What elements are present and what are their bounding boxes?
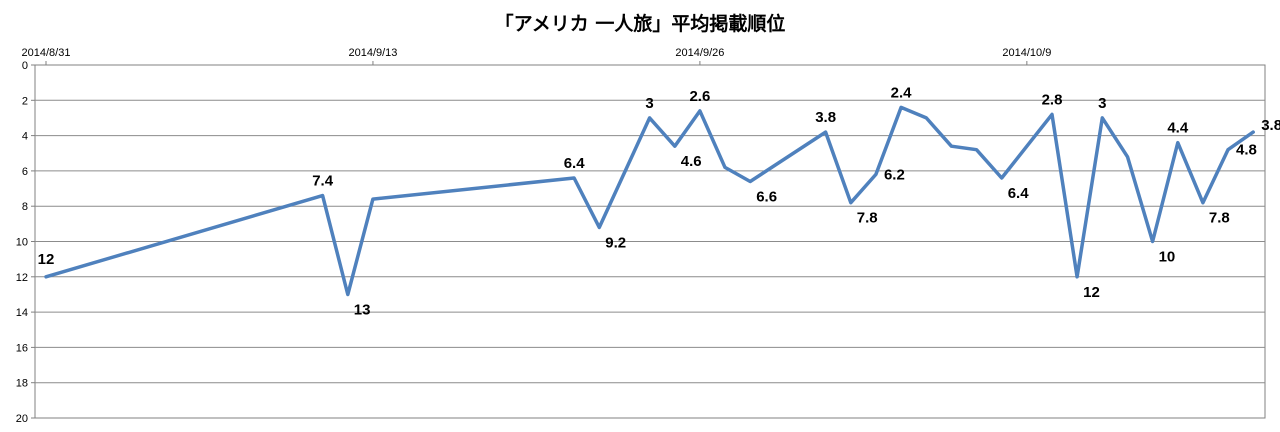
- data-label: 3.8: [815, 109, 836, 126]
- y-tick-label: 0: [22, 60, 28, 72]
- y-tick-label: 8: [22, 201, 28, 213]
- data-point: [371, 197, 375, 201]
- y-tick-label: 6: [22, 166, 28, 178]
- data-label: 7.8: [857, 210, 878, 227]
- data-point: [1125, 155, 1129, 159]
- data-point: [597, 225, 601, 229]
- x-tick-label: 2014/10/9: [1002, 47, 1051, 59]
- chart-title: 「アメリカ 一人旅」平均掲載順位: [494, 13, 786, 35]
- data-label: 2.8: [1042, 91, 1063, 108]
- data-label: 4.8: [1236, 142, 1257, 159]
- data-label: 6.6: [756, 188, 777, 205]
- data-point: [975, 148, 979, 152]
- data-point: [1100, 116, 1104, 120]
- x-tick-label: 2014/8/31: [22, 47, 71, 59]
- data-label: 2.4: [891, 84, 913, 101]
- data-label: 12: [38, 251, 55, 268]
- data-point: [1201, 201, 1205, 205]
- data-point: [1000, 176, 1004, 180]
- data-point: [1151, 240, 1155, 244]
- data-point: [748, 179, 752, 183]
- data-point: [321, 194, 325, 198]
- data-label: 12: [1083, 284, 1100, 301]
- data-point: [673, 144, 677, 148]
- data-label: 3.8: [1261, 117, 1280, 134]
- y-tick-label: 4: [22, 131, 28, 143]
- data-label: 10: [1159, 249, 1176, 266]
- y-tick-label: 2: [22, 95, 28, 107]
- y-tick-label: 10: [16, 237, 28, 249]
- data-point: [824, 130, 828, 134]
- data-label: 6.4: [1008, 185, 1030, 202]
- data-label: 7.8: [1209, 210, 1230, 227]
- x-tick-label: 2014/9/26: [675, 47, 724, 59]
- y-tick-label: 18: [16, 378, 28, 390]
- data-point: [1251, 130, 1255, 134]
- data-point: [924, 116, 928, 120]
- data-label: 4.4: [1167, 120, 1189, 137]
- data-point: [874, 172, 878, 176]
- data-point: [723, 165, 727, 169]
- data-label: 13: [354, 301, 371, 318]
- data-point: [572, 176, 576, 180]
- data-point: [698, 109, 702, 113]
- data-point: [1226, 148, 1230, 152]
- data-point: [1075, 275, 1079, 279]
- data-label: 7.4: [312, 173, 334, 190]
- data-point: [899, 105, 903, 109]
- data-label: 9.2: [605, 234, 626, 251]
- y-tick-label: 14: [16, 307, 28, 319]
- y-tick-label: 20: [16, 413, 28, 425]
- data-label: 6.2: [884, 166, 905, 183]
- series-line: [44, 105, 1255, 297]
- y-tick-label: 12: [16, 272, 28, 284]
- data-point: [1176, 141, 1180, 145]
- data-point: [849, 201, 853, 205]
- data-label: 6.4: [564, 155, 586, 172]
- data-label: 3: [645, 95, 653, 112]
- data-point: [648, 116, 652, 120]
- data-point: [1050, 112, 1054, 116]
- data-point: [346, 292, 350, 296]
- data-point: [949, 144, 953, 148]
- data-label: 3: [1098, 95, 1106, 112]
- data-point: [44, 275, 48, 279]
- y-tick-label: 16: [16, 342, 28, 354]
- x-tick-label: 2014/9/13: [348, 47, 397, 59]
- data-label: 2.6: [689, 88, 710, 105]
- data-label: 4.6: [681, 153, 702, 170]
